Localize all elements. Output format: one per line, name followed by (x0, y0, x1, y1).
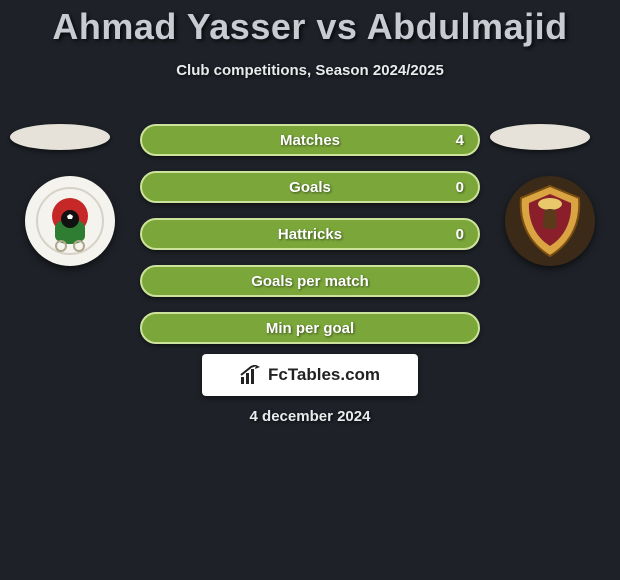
player-left-ellipse (10, 124, 110, 150)
player-right-ellipse (490, 124, 590, 150)
date-line: 4 december 2024 (0, 408, 620, 425)
club-badge-left (25, 176, 115, 266)
brand-chart-icon (240, 365, 262, 385)
stat-label: Matches (280, 132, 340, 149)
stat-label: Hattricks (278, 226, 342, 243)
stat-pill: Goals 0 (140, 171, 480, 203)
stat-label: Goals (289, 179, 331, 196)
stat-pill: Hattricks 0 (140, 218, 480, 250)
page-title: Ahmad Yasser vs Abdulmajid (0, 0, 620, 48)
stat-label: Goals per match (251, 273, 369, 290)
stat-value-right: 0 (456, 226, 464, 243)
brand-name: FcTables.com (268, 365, 380, 385)
club-crest-right-icon (507, 178, 593, 264)
club-badge-right (505, 176, 595, 266)
stat-pill-list: Matches 4 Goals 0 Hattricks 0 Goals per match M… (140, 124, 480, 359)
stat-value-right: 0 (456, 179, 464, 196)
stat-label: Min per goal (266, 320, 354, 337)
club-crest-left-icon (35, 186, 105, 256)
stat-pill: Min per goal (140, 312, 480, 344)
stat-pill: Matches 4 (140, 124, 480, 156)
brand-box: FcTables.com (202, 354, 418, 396)
stat-pill: Goals per match (140, 265, 480, 297)
stat-value-right: 4 (456, 132, 464, 149)
page-subtitle: Club competitions, Season 2024/2025 (0, 62, 620, 79)
